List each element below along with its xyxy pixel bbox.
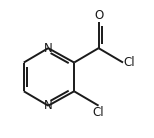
Text: O: O (94, 9, 103, 22)
Text: N: N (44, 42, 53, 55)
Text: Cl: Cl (123, 56, 135, 69)
Text: Cl: Cl (93, 106, 104, 119)
Text: N: N (44, 99, 53, 112)
